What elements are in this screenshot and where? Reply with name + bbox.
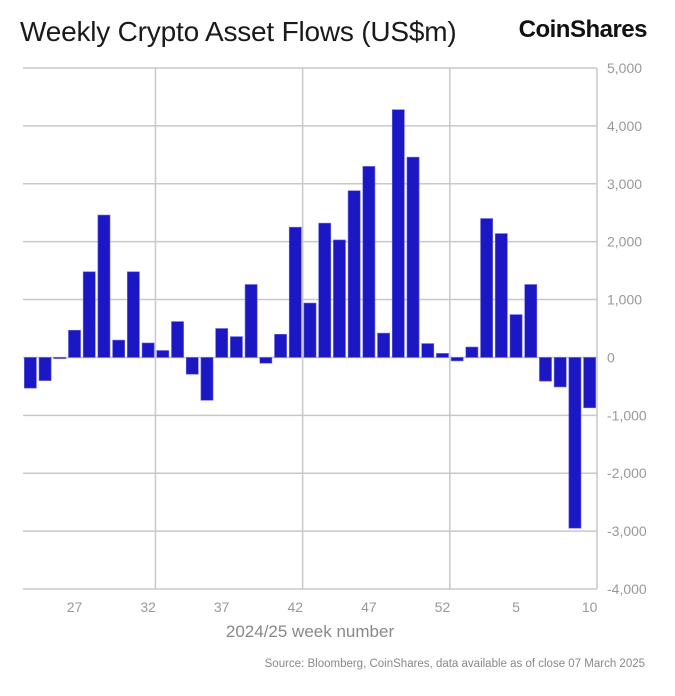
bar-week-25 xyxy=(38,357,52,381)
chart-title: Weekly Crypto Asset Flows (US$m) xyxy=(20,16,457,47)
y-tick-label: -4,000 xyxy=(607,581,647,597)
bar-week-34 xyxy=(171,321,184,358)
bar-week-31 xyxy=(127,271,140,358)
x-tick-label: 37 xyxy=(214,599,230,615)
bar-week-30 xyxy=(112,339,126,358)
bar-week-37 xyxy=(215,328,229,358)
x-tick-label: 52 xyxy=(435,599,451,615)
y-tick-label: 2,000 xyxy=(607,234,642,250)
bar-week-1 xyxy=(450,357,464,362)
bar-week-45 xyxy=(333,239,346,358)
bar-week-33 xyxy=(156,350,170,358)
bar-week-43 xyxy=(303,302,317,358)
bar-week-38 xyxy=(230,336,243,358)
x-tick-label: 5 xyxy=(512,599,520,615)
bar-week-35 xyxy=(185,357,199,375)
bar-week-48 xyxy=(377,332,390,358)
y-tick-label: -3,000 xyxy=(607,523,647,539)
bar-week-44 xyxy=(318,222,332,358)
bar-week-3 xyxy=(480,218,493,358)
bar-week-39 xyxy=(244,284,258,358)
bar-week-42 xyxy=(288,226,302,358)
y-tick-label: 1,000 xyxy=(607,292,642,308)
bar-week-4 xyxy=(494,233,508,358)
x-axis-title: 2024/25 week number xyxy=(225,622,395,641)
bar-week-40 xyxy=(259,357,273,364)
y-tick-label: 5,000 xyxy=(607,60,642,76)
bar-week-50 xyxy=(406,156,420,358)
y-tick-label: 3,000 xyxy=(607,176,642,192)
x-tick-label: 10 xyxy=(582,599,598,615)
y-tick-label: 4,000 xyxy=(607,118,642,134)
x-tick-label: 42 xyxy=(287,599,303,615)
bar-week-26 xyxy=(53,357,67,359)
bar-week-24 xyxy=(23,357,37,389)
x-tick-label: 27 xyxy=(67,599,83,615)
bar-week-41 xyxy=(274,333,287,358)
source-note: Source: Bloomberg, CoinShares, data avai… xyxy=(264,658,645,670)
bar-week-5 xyxy=(509,314,523,358)
bar-week-8 xyxy=(553,357,567,388)
coinshares-logo: CoinShares xyxy=(518,16,648,43)
bar-week-6 xyxy=(524,284,538,358)
bar-week-2 xyxy=(465,346,479,358)
bar-week-27 xyxy=(68,329,81,358)
bar-week-51 xyxy=(421,343,435,358)
bar-week-47 xyxy=(362,166,376,358)
bar-week-10 xyxy=(583,357,596,409)
x-tick-label: 47 xyxy=(361,599,377,615)
bar-week-32 xyxy=(141,342,155,358)
y-tick-label: -2,000 xyxy=(607,465,647,481)
bar-week-46 xyxy=(347,190,361,358)
bar-week-36 xyxy=(200,357,214,401)
bar-week-52 xyxy=(436,353,449,358)
x-tick-label: 32 xyxy=(140,599,156,615)
bar-week-49 xyxy=(391,109,405,358)
bar-week-29 xyxy=(97,214,111,358)
bar-week-28 xyxy=(82,271,96,358)
bar-week-9 xyxy=(568,357,582,529)
bar-week-7 xyxy=(539,357,552,382)
y-tick-label: 0 xyxy=(607,349,615,365)
y-tick-label: -1,000 xyxy=(607,407,647,423)
